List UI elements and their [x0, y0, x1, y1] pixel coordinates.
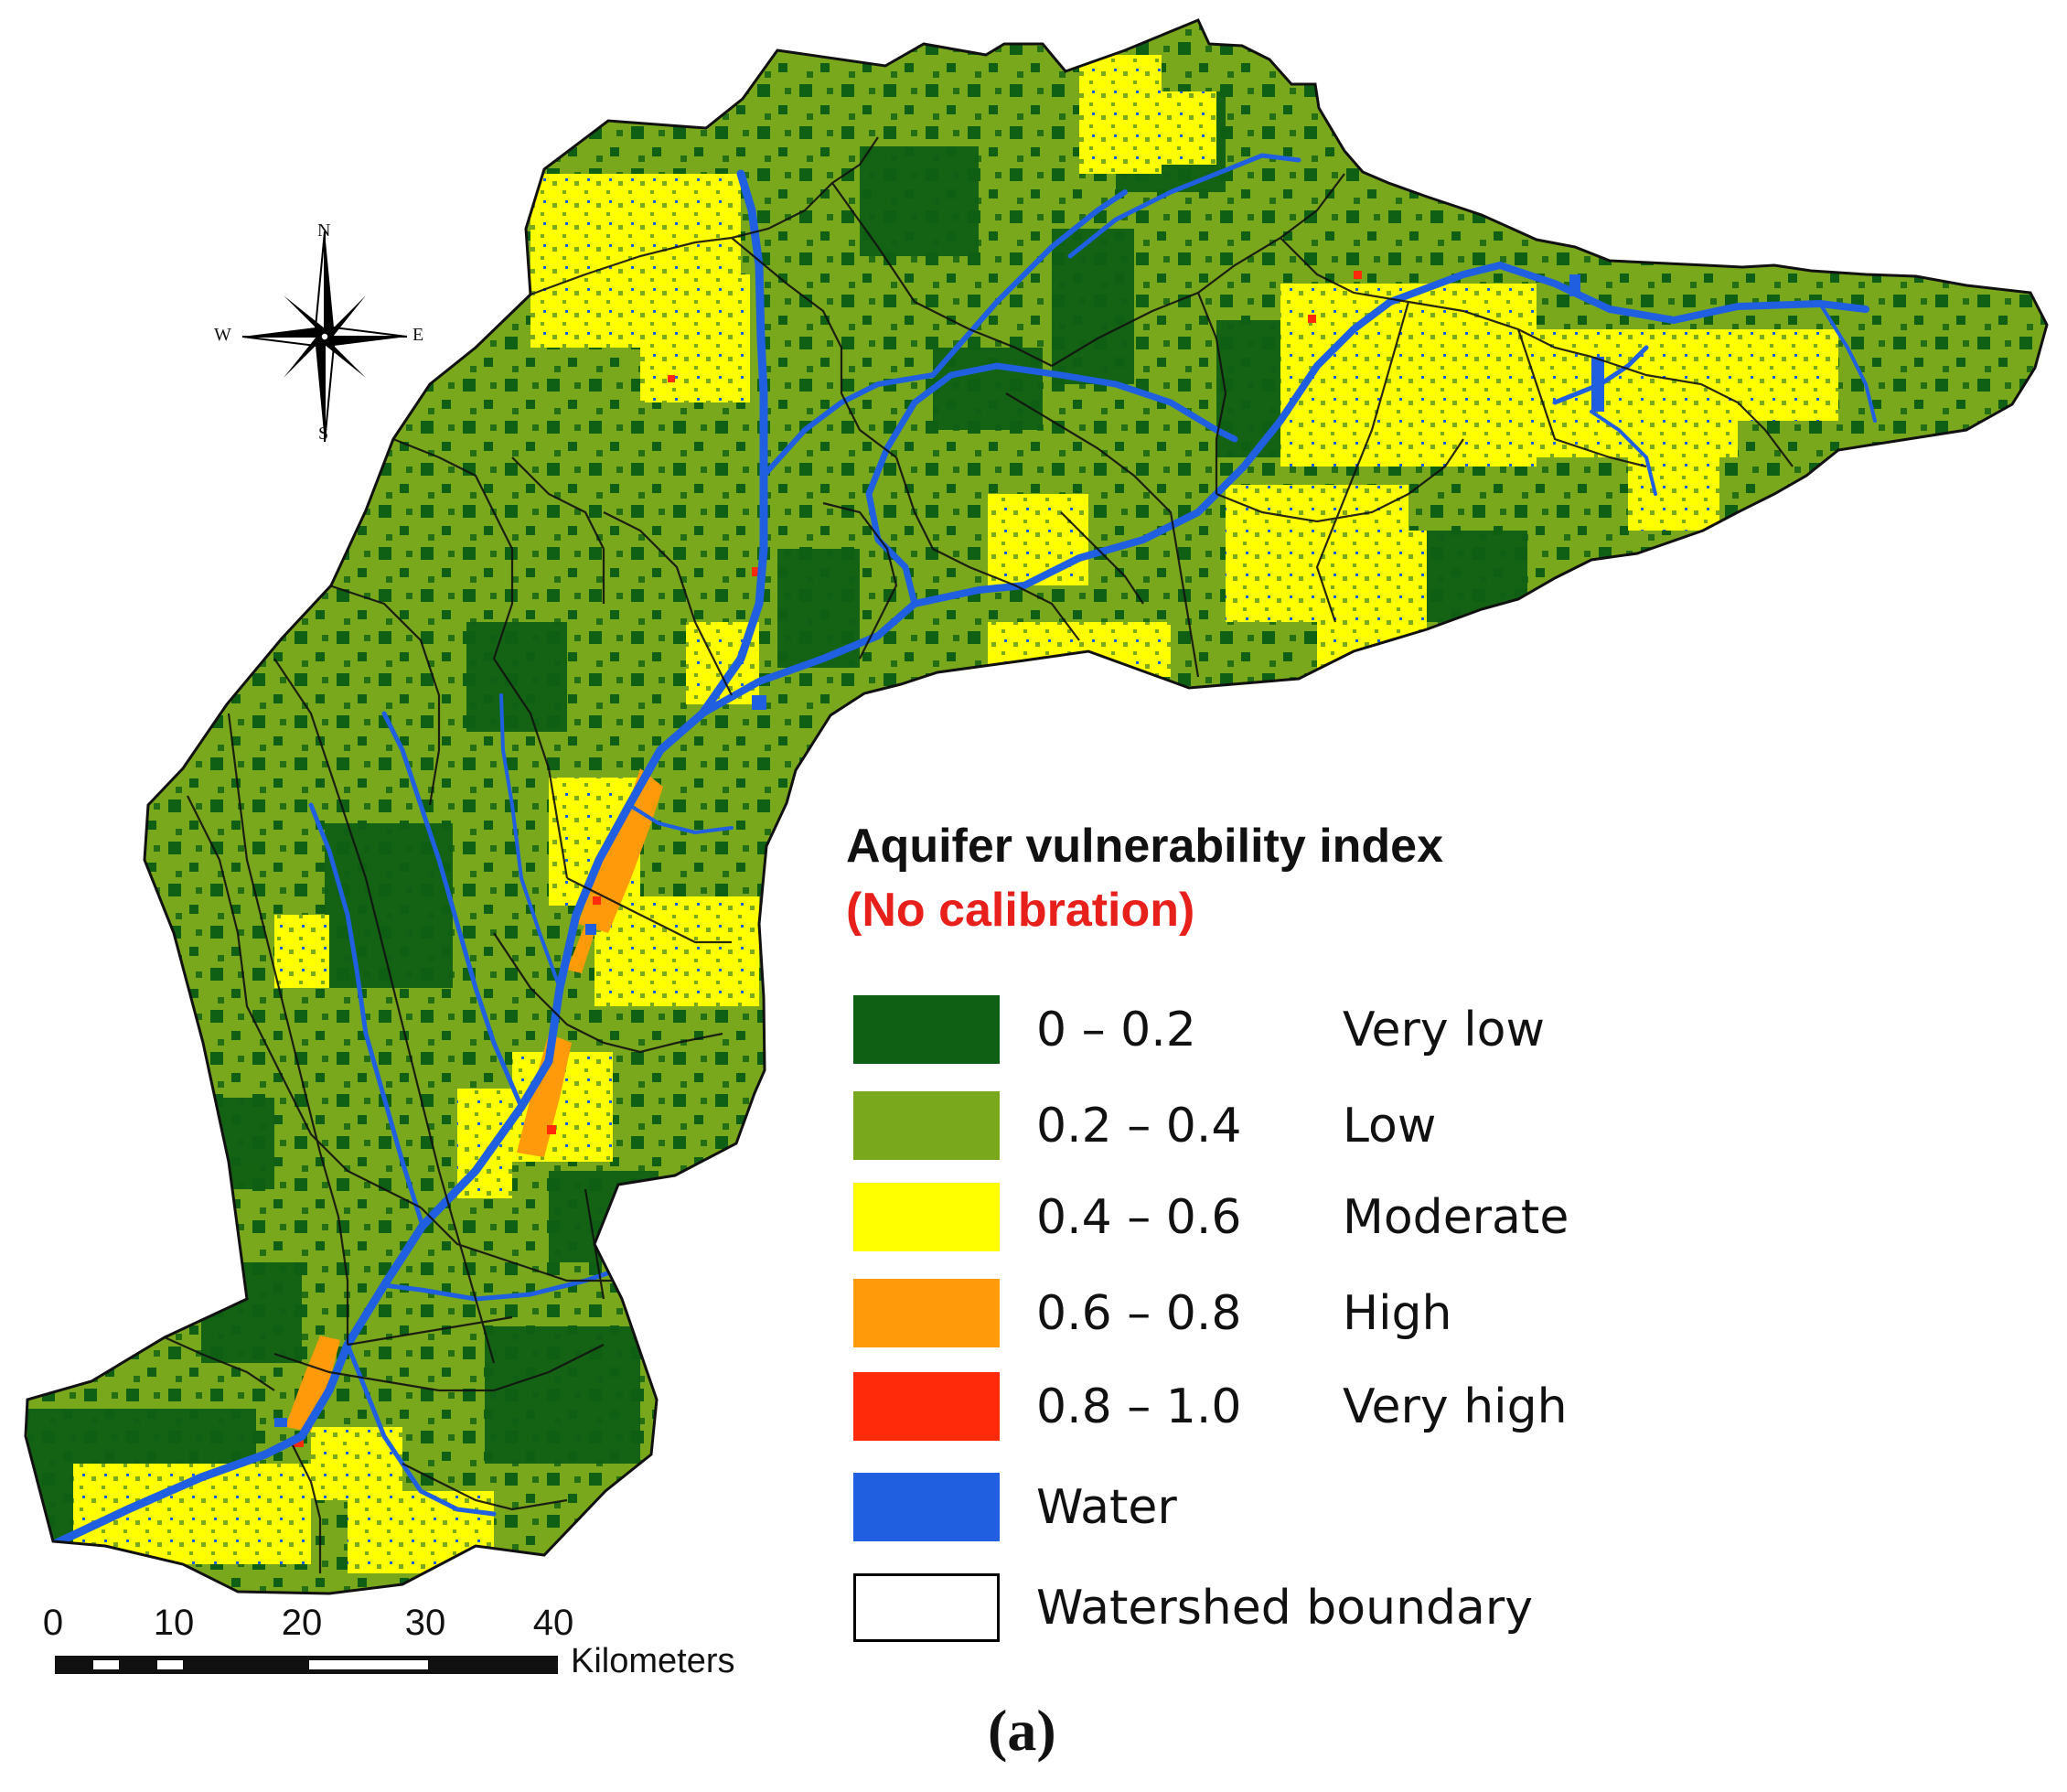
- legend-item-watershed-boundary: Watershed boundary: [846, 1573, 1669, 1647]
- legend-class-low: Low: [1343, 1099, 1437, 1154]
- legend-range-low: 0.2 – 0.4: [1036, 1099, 1242, 1154]
- legend-item-low: 0.2 – 0.4 Low: [846, 1091, 1669, 1164]
- figure-panel-label: (a): [988, 1698, 1056, 1763]
- legend-range-very-high: 0.8 – 1.0: [1036, 1379, 1242, 1434]
- scale-unit-label: Kilometers: [571, 1642, 735, 1680]
- scale-bar: [55, 1656, 558, 1674]
- scale-tick-20: 20: [281, 1603, 323, 1643]
- compass-north-letter: N: [317, 220, 331, 241]
- legend-range-moderate: 0.4 – 0.6: [1036, 1190, 1242, 1245]
- legend-swatch-high: [853, 1279, 1000, 1347]
- legend-class-very-high: Very high: [1343, 1379, 1568, 1434]
- legend-class-high: High: [1343, 1286, 1452, 1341]
- compass-south-letter: S: [318, 424, 329, 444]
- legend-subtitle: (No calibration): [846, 884, 1195, 937]
- legend-swatch-moderate: [853, 1183, 1000, 1251]
- legend-item-water: Water: [846, 1473, 1669, 1546]
- legend-swatch-low: [853, 1091, 1000, 1160]
- legend-range-high: 0.6 – 0.8: [1036, 1286, 1242, 1341]
- legend-label-watershed-boundary: Watershed boundary: [1036, 1581, 1534, 1636]
- compass-east-letter: E: [412, 325, 424, 345]
- scale-tick-40: 40: [532, 1603, 574, 1643]
- scale-tick-30: 30: [404, 1603, 446, 1643]
- scale-tick-10: 10: [153, 1603, 195, 1643]
- legend-label-water: Water: [1036, 1480, 1177, 1535]
- legend-item-very-high: 0.8 – 1.0 Very high: [846, 1372, 1669, 1445]
- legend-item-very-low: 0 – 0.2 Very low: [846, 995, 1669, 1068]
- legend-title: Aquifer vulnerability index: [846, 820, 1444, 873]
- legend-item-moderate: 0.4 – 0.6 Moderate: [846, 1183, 1669, 1256]
- legend-class-very-low: Very low: [1343, 1003, 1545, 1057]
- legend-swatch-very-high: [853, 1372, 1000, 1441]
- legend-item-high: 0.6 – 0.8 High: [846, 1279, 1669, 1352]
- legend-swatch-water: [853, 1473, 1000, 1541]
- legend-range-very-low: 0 – 0.2: [1036, 1003, 1196, 1057]
- north-arrow: [241, 231, 408, 443]
- scale-tick-0: 0: [42, 1603, 64, 1643]
- legend-swatch-watershed-boundary: [853, 1573, 1000, 1642]
- legend-class-moderate: Moderate: [1343, 1190, 1569, 1245]
- legend-swatch-very-low: [853, 995, 1000, 1064]
- compass-west-letter: W: [214, 325, 231, 345]
